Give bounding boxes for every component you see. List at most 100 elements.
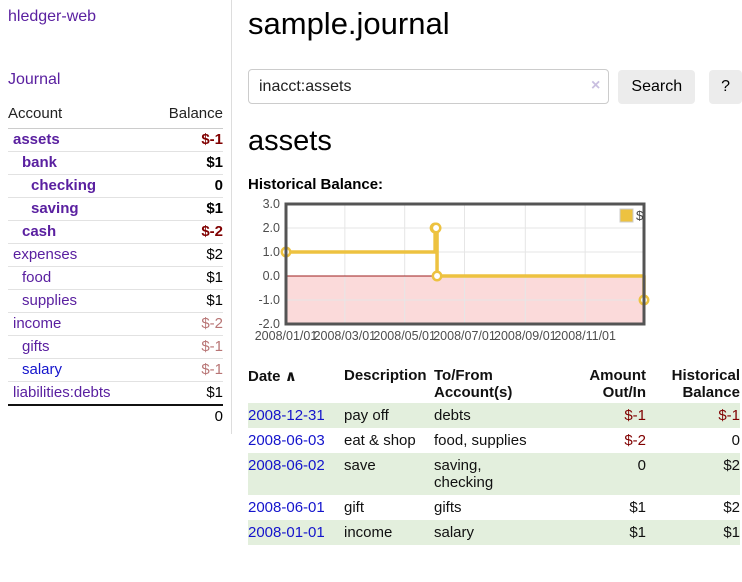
description-cell: eat & shop [344, 432, 416, 449]
svg-text:2008/05/01: 2008/05/01 [373, 329, 436, 343]
accounts-header-balance: Balance [148, 100, 223, 129]
account-link-salary[interactable]: salary [22, 361, 63, 378]
svg-text:2008/09/01: 2008/09/01 [494, 329, 557, 343]
account-link-income[interactable]: income [13, 315, 62, 332]
balance-cell: 0 [731, 432, 740, 449]
account-balance: $1 [148, 151, 223, 175]
spacer-cell [8, 404, 149, 428]
account-balance: $-2 [148, 312, 223, 336]
account-link-supplies[interactable]: supplies [22, 292, 78, 309]
amount-cell: $-1 [624, 407, 646, 424]
balance-cell: $-1 [718, 407, 740, 424]
account-link-liabilities-debts[interactable]: liabilities:debts [13, 384, 111, 401]
account-balance: $1 [148, 381, 223, 405]
search-input[interactable] [248, 69, 610, 104]
account-name-cell: saving [8, 197, 149, 221]
account-link-cash[interactable]: cash [22, 223, 57, 240]
account-name-cell: bank [8, 151, 149, 175]
account-balance: $2 [148, 243, 223, 267]
svg-text:2008/03/01: 2008/03/01 [314, 329, 377, 343]
svg-text:$: $ [636, 208, 644, 223]
accounts-tbody: assets $-1 bank $1 checking 0 saving $1 cash $-2 e… [8, 129, 223, 428]
search-button[interactable]: Search [618, 69, 696, 104]
description-cell: pay off [344, 407, 389, 424]
account-row: checking 0 [8, 174, 223, 198]
sort-ascending-icon: ∧ [284, 368, 297, 385]
account-balance: $-1 [148, 335, 223, 359]
chart-canvas: 3.0 2.0 1.0 0.0 -1.0 -2.02008/01/012008/03/01… [255, 197, 650, 343]
amount-cell: $1 [629, 524, 646, 541]
date-cell: 2008-01-01 [248, 520, 344, 545]
account-name-cell: checking [8, 174, 149, 198]
account-name-cell: assets [8, 129, 149, 152]
date-cell: 2008-12-31 [248, 403, 344, 428]
search-bar: × Search ? [248, 69, 742, 104]
account-link-assets[interactable]: assets [13, 131, 60, 148]
account-link-gifts[interactable]: gifts [22, 338, 50, 355]
transaction-date-link[interactable]: 2008-01-01 [248, 524, 325, 541]
description-cell: income [344, 524, 393, 541]
account-link-saving[interactable]: saving [31, 200, 79, 217]
transaction-row: 2008-12-31 pay off debts $-1 $-1 [248, 403, 740, 428]
account-row: saving $1 [8, 197, 223, 221]
account-name-cell: expenses [8, 243, 149, 267]
amount-cell: $-2 [624, 432, 646, 449]
svg-text:0.0: 0.0 [263, 269, 280, 283]
accounts-list: saving, checking [434, 457, 494, 491]
account-row: cash $-2 [8, 220, 223, 244]
help-button[interactable]: ? [709, 69, 742, 104]
svg-text:3.0: 3.0 [263, 198, 280, 211]
account-balance: $1 [148, 289, 223, 313]
account-link-food[interactable]: food [22, 269, 52, 286]
sidebar: hledger-web Journal Account Balance asse… [0, 0, 232, 434]
search-input-wrap: × [248, 69, 610, 104]
tofrom-cell: debts [434, 403, 562, 428]
clear-search-icon[interactable]: × [591, 77, 601, 94]
svg-text:2008/11/01: 2008/11/01 [554, 329, 616, 343]
transaction-row: 2008-01-01 income salary $1 $1 [248, 520, 740, 545]
account-name-cell: cash [8, 220, 149, 244]
account-row: salary $-1 [8, 358, 223, 382]
page-title: sample.journal [248, 6, 450, 41]
account-name-cell: income [8, 312, 149, 336]
amount-cell: $1 [629, 499, 646, 516]
account-name-cell: salary [8, 358, 149, 382]
account-balance: 0 [148, 174, 223, 198]
date-cell: 2008-06-01 [248, 495, 344, 520]
description-cell: gift [344, 499, 365, 516]
chart-label: Historical Balance: [248, 176, 384, 193]
accounts-total-value: 0 [148, 404, 223, 428]
balance-cell: $2 [723, 457, 740, 474]
account-row: expenses $2 [8, 243, 223, 267]
register-header-amount: Amount Out/In [589, 367, 646, 401]
register-header-date[interactable]: Date ∧ [248, 365, 344, 403]
account-row: bank $1 [8, 151, 223, 175]
account-name-cell: food [8, 266, 149, 290]
tofrom-cell: saving, checking [434, 453, 562, 495]
date-cell: 2008-06-03 [248, 428, 344, 453]
account-row: income $-2 [8, 312, 223, 336]
account-link-checking[interactable]: checking [31, 177, 97, 194]
account-row: assets $-1 [8, 129, 223, 152]
transaction-date-link[interactable]: 2008-12-31 [248, 407, 325, 424]
date-header-label: Date [248, 368, 281, 385]
transaction-date-link[interactable]: 2008-06-01 [248, 499, 325, 516]
app-brand-link[interactable]: hledger-web [8, 8, 97, 25]
main-content: sample.journal × Search ? assets Histori… [248, 0, 742, 545]
transaction-date-link[interactable]: 2008-06-03 [248, 432, 325, 449]
account-balance: $-1 [201, 131, 223, 148]
account-link-bank[interactable]: bank [22, 154, 58, 171]
account-link-expenses[interactable]: expenses [13, 246, 78, 263]
balance-cell: $1 [723, 524, 740, 541]
accounts-list: salary [434, 524, 475, 541]
register-header-row: Date ∧ Description To/From Account(s) Am… [248, 365, 740, 403]
accounts-header-row: Account Balance [8, 100, 223, 129]
account-row: gifts $-1 [8, 335, 223, 359]
register-tbody: 2008-12-31 pay off debts $-1 $-1 2008-06-03 ea… [248, 403, 740, 545]
svg-text:2008/01/01: 2008/01/01 [255, 329, 318, 343]
accounts-list: gifts [434, 499, 462, 516]
transaction-date-link[interactable]: 2008-06-02 [248, 457, 325, 474]
register-header-description: Description [344, 367, 427, 384]
sidebar-item-journal[interactable]: Journal [8, 71, 61, 88]
accounts-list: debts [434, 407, 471, 424]
